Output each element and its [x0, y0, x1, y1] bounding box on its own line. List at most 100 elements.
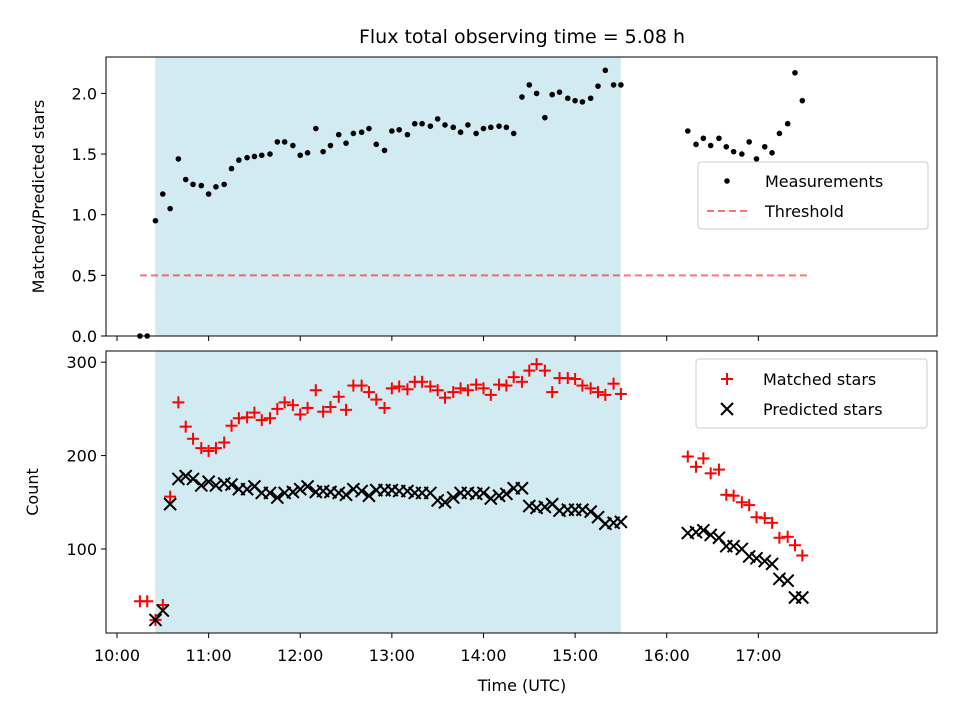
measurement-point — [503, 124, 510, 131]
matched-star-point — [378, 401, 391, 414]
matched-star-point — [309, 384, 322, 397]
measurement-point — [473, 130, 479, 137]
measurement-point — [244, 154, 250, 161]
measurement-point — [784, 120, 791, 127]
cross-stroke — [217, 476, 231, 491]
matched-star-point — [461, 384, 474, 397]
measurement-point — [610, 82, 617, 88]
measurement-point — [381, 147, 388, 154]
matched-star-point — [218, 436, 231, 449]
matched-star-point — [788, 539, 801, 552]
measurement-point — [799, 97, 806, 104]
legend-predicted-marker — [720, 402, 734, 416]
cross-stroke — [476, 486, 491, 500]
count-series — [133, 358, 810, 627]
predicted-star-point — [163, 497, 177, 511]
cross-stroke — [735, 542, 749, 556]
measurement-point — [707, 142, 714, 149]
matched-star-point — [172, 396, 185, 409]
predicted-star-point — [240, 482, 254, 496]
cross-stroke — [354, 484, 369, 498]
cross-stroke — [712, 531, 726, 545]
predicted-star-point — [446, 490, 460, 505]
matched-star-point — [576, 379, 589, 392]
matched-star-point — [477, 382, 490, 395]
time-x-axis: 10:00 11:00 12:00 13:00 14:00 15:00 16:00 17:00 — [94, 633, 781, 665]
measurement-point — [373, 141, 380, 148]
matched-star-point — [712, 463, 725, 476]
ratio-x-ticks — [116, 336, 759, 341]
measurement-point — [700, 135, 707, 142]
matched-star-point — [781, 530, 794, 543]
matched-star-point — [241, 411, 254, 424]
predicted-star-point — [171, 472, 186, 486]
matched-star-point — [447, 386, 460, 399]
measurement-point — [304, 150, 311, 156]
count-y-axis-label: Count — [23, 468, 42, 516]
matched-star-point — [301, 401, 314, 414]
measurement-point — [290, 142, 296, 149]
cross-stroke — [758, 554, 772, 568]
y-tick-label: 0.5 — [72, 266, 97, 285]
x-tick-label: 12:00 — [277, 646, 323, 665]
matched-star-point — [515, 375, 528, 388]
matched-star-point — [271, 402, 284, 415]
cross-stroke — [742, 549, 756, 564]
measurement-point — [419, 120, 425, 127]
cross-stroke — [522, 499, 536, 513]
legend-measurement-marker — [724, 178, 730, 184]
legend-measurements-label: Measurements — [765, 172, 883, 191]
predicted-star-point — [179, 469, 193, 483]
measurement-point — [228, 165, 235, 172]
matched-star-point — [324, 401, 337, 414]
matched-star-point — [538, 364, 551, 377]
matched-star-point — [507, 371, 520, 384]
cross-stroke — [332, 486, 346, 500]
measurement-point — [213, 183, 219, 190]
cross-stroke — [247, 479, 262, 494]
measurement-point — [350, 130, 357, 137]
measurement-point — [258, 152, 265, 159]
predicted-star-point — [726, 539, 741, 553]
predicted-star-point — [438, 495, 452, 509]
matched-star-point — [758, 512, 771, 525]
measurement-point — [450, 124, 457, 131]
matched-star-point — [766, 516, 779, 529]
measurement-point — [730, 148, 737, 155]
matched-star-point — [355, 379, 368, 392]
predicted-star-point — [780, 574, 795, 588]
predicted-star-point — [583, 504, 598, 519]
cross-stroke — [780, 574, 795, 588]
predicted-star-point — [703, 528, 718, 542]
predicted-star-point — [499, 487, 514, 501]
x-tick-label: 15:00 — [552, 646, 598, 665]
cross-stroke — [446, 490, 460, 505]
count-y-axis: 100 200 300 — [66, 353, 106, 559]
predicted-star-point — [156, 603, 170, 618]
matched-star-point — [454, 382, 467, 395]
measurement-point — [442, 122, 448, 128]
cross-stroke — [545, 497, 559, 511]
measurement-point — [753, 156, 760, 162]
predicted-star-point — [263, 486, 277, 500]
measurement-point — [723, 143, 730, 150]
measurement-point — [519, 94, 525, 100]
measurement-point — [389, 128, 395, 134]
predicted-star-point — [538, 500, 552, 514]
count-panel: 100 200 300 10:00 11:00 12:00 13:00 14:00 15:00… — [23, 350, 938, 695]
measurement-point — [251, 153, 258, 160]
measurement-point — [198, 182, 205, 189]
cross-stroke — [224, 477, 239, 492]
measurement-point — [327, 142, 334, 149]
cross-stroke — [400, 484, 415, 498]
measurement-point — [404, 131, 411, 138]
matched-star-point — [286, 399, 299, 412]
predicted-star-point — [758, 554, 772, 568]
y-tick-label: 2.0 — [72, 84, 97, 103]
predicted-star-point — [696, 523, 711, 537]
matched-star-point — [569, 373, 582, 386]
cross-stroke — [726, 539, 741, 553]
ratio-panel: 0.00.51.01.52.0 Matched/Predicted stars … — [29, 56, 938, 346]
cross-stroke — [385, 483, 399, 497]
measurement-point — [564, 95, 571, 102]
